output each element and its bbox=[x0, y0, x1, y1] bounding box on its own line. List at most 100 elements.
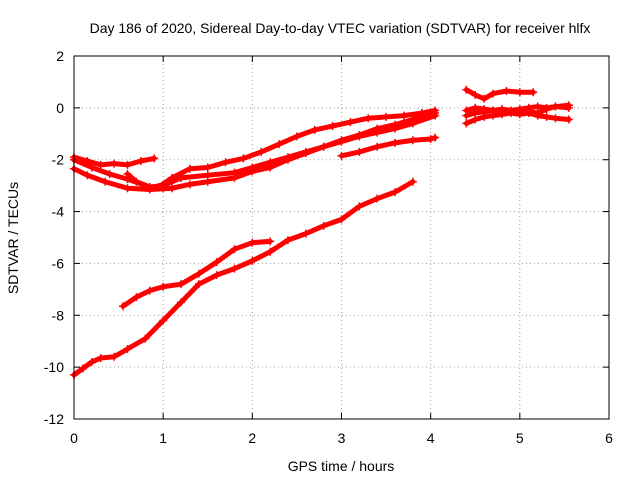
data-point bbox=[301, 229, 310, 238]
data-point bbox=[177, 280, 185, 289]
x-tick-label: 1 bbox=[159, 430, 167, 446]
data-point bbox=[136, 157, 145, 166]
data-point bbox=[292, 132, 301, 141]
data-point bbox=[551, 114, 560, 123]
data-point bbox=[123, 184, 132, 193]
data-point bbox=[399, 111, 408, 120]
data-point bbox=[203, 163, 212, 172]
data-point bbox=[203, 171, 212, 180]
series-trace bbox=[71, 179, 416, 378]
data-point bbox=[248, 238, 257, 247]
y-axis-title: SDTVAR / TECUs bbox=[5, 182, 21, 294]
data-point bbox=[194, 269, 203, 278]
x-tick-label: 3 bbox=[338, 430, 346, 446]
y-tick-label: -8 bbox=[52, 307, 65, 323]
data-series-9 bbox=[462, 85, 538, 103]
x-tick-label: 5 bbox=[516, 430, 524, 446]
data-series-8 bbox=[119, 237, 275, 311]
data-point bbox=[462, 85, 471, 94]
chart-title: Day 186 of 2020, Sidereal Day-to-day VTE… bbox=[90, 20, 591, 36]
data-series-7 bbox=[70, 177, 417, 379]
series-trace bbox=[125, 171, 166, 191]
data-point bbox=[83, 171, 92, 180]
data-point bbox=[78, 364, 87, 373]
y-tick-label: -2 bbox=[52, 152, 65, 168]
data-point bbox=[221, 158, 230, 167]
data-point bbox=[132, 177, 141, 186]
data-series-4 bbox=[70, 153, 159, 169]
data-point bbox=[355, 202, 364, 211]
data-point bbox=[319, 221, 328, 230]
data-point bbox=[337, 136, 346, 145]
y-tick-label: -4 bbox=[52, 204, 65, 220]
data-series-2 bbox=[70, 109, 440, 191]
data-point bbox=[498, 109, 506, 118]
data-point bbox=[373, 142, 382, 151]
data-point bbox=[391, 188, 399, 197]
data-point bbox=[168, 173, 177, 182]
data-point bbox=[257, 147, 266, 156]
data-point bbox=[364, 114, 373, 123]
data-point bbox=[462, 119, 471, 128]
data-point bbox=[284, 153, 292, 162]
y-tick-label: 0 bbox=[56, 100, 64, 116]
data-series-6 bbox=[337, 133, 440, 160]
data-point bbox=[96, 160, 105, 169]
data-point bbox=[185, 180, 194, 189]
data-point bbox=[408, 136, 417, 145]
data-point bbox=[502, 87, 511, 96]
data-point bbox=[431, 133, 440, 142]
data-point bbox=[212, 271, 221, 280]
data-series-12 bbox=[462, 102, 573, 118]
data-point bbox=[529, 88, 538, 97]
data-point bbox=[275, 140, 284, 149]
data-point bbox=[319, 142, 328, 151]
data-point bbox=[373, 194, 382, 203]
data-point bbox=[337, 215, 346, 224]
x-tick-label: 6 bbox=[605, 430, 613, 446]
data-point bbox=[489, 89, 498, 98]
data-point bbox=[110, 159, 119, 168]
data-point bbox=[177, 298, 185, 307]
data-point bbox=[426, 134, 435, 143]
data-point bbox=[489, 106, 498, 115]
data-series bbox=[70, 85, 573, 379]
data-point bbox=[284, 236, 292, 245]
data-point bbox=[471, 90, 480, 99]
y-tick-label: -10 bbox=[44, 359, 64, 375]
data-point bbox=[266, 247, 275, 256]
data-point bbox=[355, 147, 364, 156]
data-series-5 bbox=[123, 169, 168, 193]
data-point bbox=[328, 122, 337, 131]
series-trace bbox=[120, 238, 273, 309]
data-point bbox=[431, 106, 440, 115]
data-point bbox=[110, 352, 119, 361]
data-point bbox=[123, 344, 132, 353]
x-tick-label: 4 bbox=[427, 430, 435, 446]
data-point bbox=[87, 357, 96, 366]
data-point bbox=[542, 112, 551, 121]
x-tick-label: 2 bbox=[248, 430, 256, 446]
data-point bbox=[346, 118, 355, 127]
data-point bbox=[533, 109, 542, 118]
data-point bbox=[101, 177, 110, 186]
data-point bbox=[230, 245, 239, 254]
data-point bbox=[150, 154, 159, 163]
data-point bbox=[132, 293, 141, 302]
data-point bbox=[239, 154, 248, 163]
data-point bbox=[417, 109, 426, 118]
data-point bbox=[185, 164, 194, 173]
data-series-3 bbox=[154, 106, 440, 191]
data-point bbox=[564, 115, 573, 124]
data-point bbox=[119, 302, 128, 311]
data-point bbox=[515, 88, 524, 97]
data-point bbox=[391, 138, 399, 147]
data-point bbox=[159, 282, 168, 291]
data-point bbox=[564, 103, 573, 112]
data-point bbox=[542, 105, 551, 114]
data-point bbox=[301, 147, 310, 156]
data-point bbox=[96, 354, 105, 363]
x-tick-labels: 0 1 2 3 4 5 6 bbox=[70, 430, 613, 446]
data-point bbox=[480, 94, 489, 103]
